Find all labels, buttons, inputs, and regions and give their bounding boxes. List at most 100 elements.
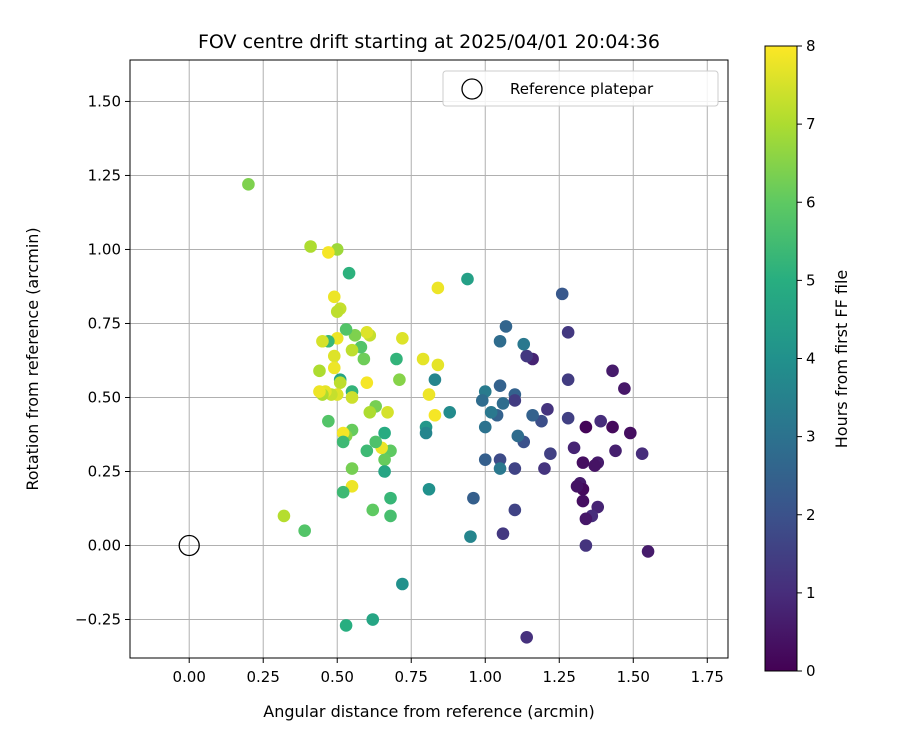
colorbar-tick-label: 0 — [806, 662, 816, 680]
y-tick-label: 0.50 — [88, 388, 121, 406]
scatter-point — [345, 479, 359, 493]
scatter-point — [339, 619, 353, 632]
y-tick-label: −0.25 — [75, 611, 121, 629]
scatter-point — [478, 453, 492, 466]
scatter-point — [467, 491, 480, 505]
scatter-point — [396, 331, 409, 345]
scatter-point — [327, 361, 341, 375]
scatter-point — [277, 509, 291, 523]
scatter-point — [333, 376, 347, 389]
scatter-point — [384, 509, 397, 523]
scatter-point — [624, 426, 637, 440]
scatter-point — [422, 388, 436, 401]
scatter-point — [242, 178, 255, 191]
scatter-point — [345, 462, 359, 475]
scatter-point — [360, 444, 374, 458]
scatter-point — [493, 462, 507, 475]
scatter-point — [443, 405, 457, 419]
scatter-point — [378, 426, 391, 440]
legend-entry: Reference platepar — [510, 80, 654, 98]
scatter-point — [496, 527, 510, 540]
colorbar-ticks: 0 1 2 3 4 5 6 7 8 — [797, 37, 816, 680]
scatter-point — [635, 447, 649, 461]
scatter-point — [493, 334, 507, 348]
legend-box — [442, 70, 719, 107]
y-tick-label: 0.25 — [88, 462, 121, 480]
scatter-point — [339, 323, 353, 336]
scatter-point — [378, 465, 391, 478]
scatter-point — [618, 382, 631, 395]
scatter-point — [609, 444, 622, 458]
scatter-point — [422, 482, 436, 496]
scatter-point — [428, 373, 442, 387]
scatter-point — [313, 385, 326, 398]
colorbar-label: Hours from first FF file — [832, 270, 851, 449]
colorbar-tick-label: 7 — [806, 115, 816, 133]
scatter-point — [348, 329, 362, 342]
scatter-point — [369, 435, 383, 449]
scatter-point — [360, 376, 374, 389]
scatter-point — [520, 349, 533, 363]
y-tick-label: 1.25 — [88, 166, 121, 184]
x-tick-label: 1.50 — [617, 668, 650, 686]
scatter-point — [520, 630, 533, 644]
scatter-point — [384, 491, 397, 505]
colorbar-tick-label: 3 — [806, 428, 816, 446]
scatter-point — [327, 349, 341, 363]
colorbar-tick-label: 5 — [806, 271, 816, 289]
scatter-point — [641, 545, 655, 558]
x-axis-label: Angular distance from reference (arcmin) — [263, 702, 594, 721]
x-axis-ticks: 0.00 0.25 0.50 0.75 1.00 1.25 1.50 1.75 — [173, 658, 724, 686]
scatter-point — [541, 403, 554, 416]
scatter-point — [363, 405, 377, 419]
scatter-point — [493, 379, 507, 392]
scatter-point — [381, 405, 394, 419]
reference-point — [178, 534, 200, 557]
scatter-point — [396, 577, 409, 591]
scatter-point — [378, 453, 391, 466]
scatter-point — [336, 426, 350, 440]
scatter-point — [327, 290, 341, 304]
chart-title: FOV centre drift starting at 2025/04/01 … — [198, 31, 660, 53]
scatter-points — [242, 178, 655, 644]
colorbar-tick-label: 6 — [806, 193, 816, 211]
colorbar — [764, 45, 798, 672]
scatter-point — [508, 503, 522, 517]
scatter-point — [594, 414, 608, 428]
legend-marker-icon — [461, 78, 483, 100]
x-tick-label: 0.50 — [321, 668, 354, 686]
scatter-point — [561, 326, 575, 339]
scatter-point — [544, 447, 557, 461]
scatter-point — [390, 352, 403, 366]
legend: Reference platepar — [442, 70, 719, 107]
scatter-point — [393, 373, 406, 387]
colorbar-tick-label: 2 — [806, 506, 816, 524]
y-tick-label: 1.00 — [88, 240, 121, 258]
x-tick-label: 1.00 — [469, 668, 502, 686]
reference-marker — [178, 534, 200, 557]
scatter-point — [357, 352, 371, 366]
y-tick-label: 0.75 — [88, 314, 121, 332]
scatter-point — [431, 358, 445, 372]
scatter-point — [304, 240, 317, 253]
scatter-point — [345, 343, 359, 357]
scatter-point — [508, 394, 522, 407]
scatter-point — [478, 420, 492, 434]
scatter-point — [475, 394, 489, 407]
scatter-point — [579, 420, 593, 434]
scatter-point — [493, 453, 507, 466]
scatter-point — [579, 512, 593, 526]
scatter-point — [579, 539, 593, 552]
scatter-point — [313, 364, 326, 378]
scatter-point — [345, 391, 359, 404]
colorbar-tick-label: 8 — [806, 37, 816, 55]
scatter-point — [535, 414, 548, 428]
scatter-point — [322, 246, 335, 259]
x-tick-label: 1.75 — [691, 668, 724, 686]
grid-lines — [130, 60, 728, 658]
scatter-point — [606, 420, 619, 434]
x-tick-label: 0.75 — [395, 668, 428, 686]
x-tick-label: 0.00 — [173, 668, 206, 686]
scatter-point — [555, 287, 569, 301]
